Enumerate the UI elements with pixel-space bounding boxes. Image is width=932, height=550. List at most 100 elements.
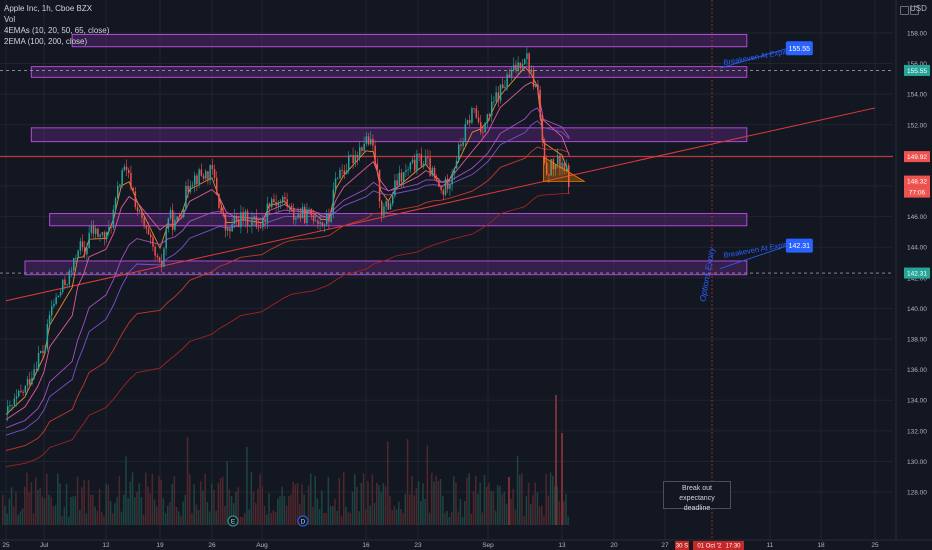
volume-bar [316,498,319,525]
candle-body [361,147,363,151]
candle-body [502,84,504,89]
y-tick-label: 134.00 [907,398,927,405]
volume-bar [481,512,484,525]
volume-bar [224,506,226,525]
volume-bar [472,490,475,525]
candle-body [565,165,568,171]
event-marker-text-2: D [301,519,306,526]
candle-body [341,169,343,171]
volume-bar [167,505,169,525]
volume-bar [492,491,495,525]
candle-body [81,241,84,248]
candle-body [328,214,330,222]
volume-bar [477,494,479,525]
candle-body [108,227,110,232]
volume-bar [545,473,547,525]
candle-body [297,214,299,218]
candle-body [455,160,458,169]
ema4-label[interactable]: 4EMAs (10, 20, 50, 65, close) [4,26,110,35]
ema2-label[interactable]: 2EMA (100, 200, close) [4,37,88,46]
volume-bar [112,513,114,525]
price-tag-2 [904,151,930,163]
volume-bar [459,499,462,525]
volume-bar [142,514,145,525]
volume-bar [288,496,290,525]
candle-body [260,227,262,229]
candle-body [202,175,205,179]
candle-body [438,180,440,187]
volume-bar [329,505,332,525]
resistance-zone-3 [30,127,748,143]
candle-body [114,198,117,210]
candle-body [178,216,181,218]
volume-bar [336,510,338,525]
volume-bar [140,497,143,525]
candle-body [422,163,425,167]
volume-bar [552,475,554,525]
volume-bar [127,498,129,525]
candle-body [213,169,216,178]
candle-body [466,120,469,125]
x-tick-label: 20 [610,542,618,549]
collapse-icon[interactable] [900,6,909,15]
volume-bar [534,482,536,525]
volume-bar [204,473,206,525]
settings-icon[interactable] [910,6,919,15]
candle-body [312,215,315,222]
volume-bar [279,496,281,525]
candle-body [33,369,35,378]
y-tick-label: 140.00 [907,306,927,313]
candle-body [117,185,119,199]
candle-body [345,170,348,174]
candle-body [235,216,238,221]
candle-body [249,225,251,227]
candle-body [299,214,302,219]
candle-body [482,132,484,133]
candle-body [123,166,126,171]
price-tag-text-1: 155.55 [907,68,927,75]
ema-line-5 [5,146,570,452]
volume-bar [191,513,193,525]
symbol-title[interactable]: Apple Inc, 1h, Cboe BZX [4,4,93,13]
candle-body [273,199,275,202]
volume-bar [136,492,138,525]
candle-body [92,226,95,234]
candle-body [290,205,293,209]
candle-body [161,260,163,267]
candle-body [354,154,357,164]
candle-body [200,169,203,176]
volume-bar [373,502,376,525]
volume-bar [59,483,61,525]
volume-bar [171,483,173,525]
breakeven-connector-1 [719,47,788,69]
volume-bar [380,491,382,525]
candle-body [513,64,515,71]
time-marker-1 [675,541,689,550]
volume-bar [178,511,180,525]
x-tick-label: 16 [362,542,370,549]
candle-body [174,219,176,230]
candle-body [464,124,467,142]
currency-label[interactable]: USD [910,4,927,13]
volume-bar [497,485,499,525]
volume-bar [483,475,486,525]
candle-body [337,178,339,180]
volume-bar [358,511,360,525]
ema-line-1 [5,66,570,415]
volume-label[interactable]: Vol [4,15,16,24]
volume-bar [270,512,272,525]
x-tick-label: 19 [156,542,164,549]
volume-bar [512,488,514,525]
candle-body [460,144,462,147]
volume-bar [417,481,420,525]
x-tick-label: 27 [661,542,669,549]
volume-bar [134,497,136,525]
volume-bar [250,472,253,525]
candle-body [189,185,192,192]
volume-bar [226,461,228,525]
volume-bar [457,511,459,525]
volume-bar [268,493,270,525]
volume-bar [505,503,508,525]
